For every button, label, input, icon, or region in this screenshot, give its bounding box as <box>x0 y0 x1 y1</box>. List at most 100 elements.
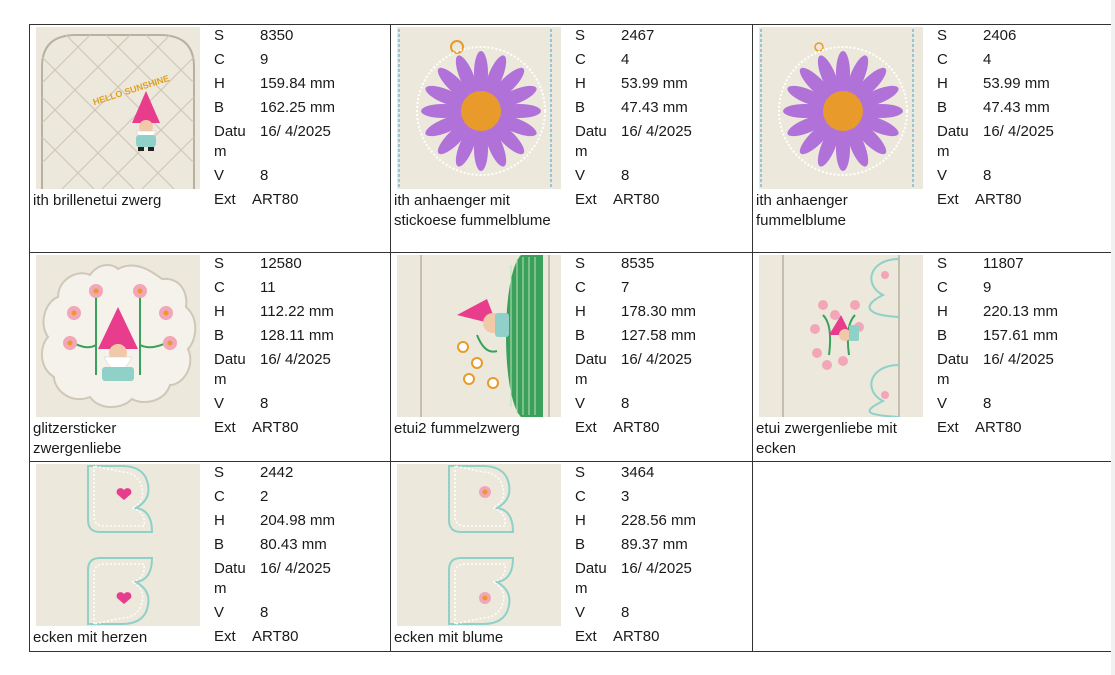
stitches-label: S <box>214 464 225 481</box>
version-value: 8 <box>621 395 630 412</box>
version-value: 8 <box>260 167 269 184</box>
stitches-value: 3464 <box>621 464 655 481</box>
width-label: B <box>214 327 225 344</box>
design-info: S 8535 C 7 H 178.30 mm B 127.58 mm Datu m 16/… <box>575 254 745 442</box>
design-cell: ith anhaenger fummelblume S 2406 C 4 H 53.9… <box>753 25 1114 253</box>
daisy-pendant-image <box>397 27 561 189</box>
date-value: 16/ 4/2025 <box>260 351 331 368</box>
height-label: H <box>214 75 225 92</box>
version-label: V <box>214 167 225 184</box>
height-value: 204.98 mm <box>260 512 336 529</box>
height-value: 53.99 mm <box>983 75 1050 92</box>
width-label: B <box>575 99 586 116</box>
stitches-label: S <box>575 27 586 44</box>
design-info: S 3464 C 3 H 228.56 mm B 89.37 mm Datu m 16/ … <box>575 463 745 651</box>
stitches-label: S <box>214 255 225 272</box>
extension-value: ART80 <box>252 419 299 436</box>
height-value: 220.13 mm <box>983 303 1059 320</box>
date-label: Datu m <box>937 351 969 388</box>
design-thumbnail <box>36 255 200 417</box>
date-label: Datu m <box>575 351 607 388</box>
width-value: 47.43 mm <box>983 99 1050 116</box>
height-value: 228.56 mm <box>621 512 697 529</box>
height-value: 112.22 mm <box>260 303 334 320</box>
width-label: B <box>214 99 225 116</box>
design-thumbnail <box>36 464 200 626</box>
date-value: 16/ 4/2025 <box>260 560 331 577</box>
design-name: glitzersticker zwergenliebe <box>33 420 122 457</box>
width-label: B <box>937 327 948 344</box>
width-label: B <box>937 99 948 116</box>
colors-value: 11 <box>260 279 276 296</box>
colors-value: 9 <box>260 51 269 68</box>
date-value: 16/ 4/2025 <box>621 560 692 577</box>
colors-value: 4 <box>983 51 992 68</box>
extension-label: Ext <box>214 191 236 208</box>
version-value: 8 <box>983 167 992 184</box>
design-name: ecken mit herzen <box>33 629 148 646</box>
width-value: 89.37 mm <box>621 536 688 553</box>
date-value: 16/ 4/2025 <box>621 351 692 368</box>
design-cell: ecken mit herzen S 2442 C 2 H 204.98 mm B 80… <box>30 462 391 652</box>
stitches-label: S <box>937 255 948 272</box>
design-thumbnail <box>397 27 561 189</box>
extension-label: Ext <box>937 419 959 436</box>
colors-value: 2 <box>260 488 269 505</box>
version-value: 8 <box>621 604 630 621</box>
height-value: 53.99 mm <box>621 75 688 92</box>
stitches-label: S <box>214 27 225 44</box>
date-value: 16/ 4/2025 <box>983 351 1054 368</box>
design-thumbnail <box>759 255 923 417</box>
colors-label: C <box>937 279 948 296</box>
extension-label: Ext <box>937 191 959 208</box>
brillenetui-gnome-image: HELLO SUNSHINE <box>36 27 200 189</box>
colors-value: 7 <box>621 279 630 296</box>
colors-label: C <box>214 279 225 296</box>
design-info: S 2406 C 4 H 53.99 mm B 47.43 mm Datu m 16/ 4… <box>937 26 1107 214</box>
version-label: V <box>214 604 225 621</box>
width-value: 80.43 mm <box>260 536 327 553</box>
stitches-label: S <box>575 255 586 272</box>
date-value: 16/ 4/2025 <box>983 123 1054 140</box>
extension-value: ART80 <box>613 628 660 645</box>
etui-gnome-image <box>397 255 561 417</box>
stitches-label: S <box>575 464 586 481</box>
design-name: ith brillenetui zwerg <box>33 192 162 209</box>
stitches-label: S <box>937 27 948 44</box>
stitches-value: 8350 <box>260 27 294 44</box>
design-info: S 11807 C 9 H 220.13 mm B 157.61 mm Datu m 16… <box>937 254 1107 442</box>
version-label: V <box>575 395 586 412</box>
height-label: H <box>937 75 948 92</box>
height-label: H <box>214 512 225 529</box>
stitches-value: 11807 <box>983 255 1024 272</box>
extension-value: ART80 <box>613 191 660 208</box>
design-thumbnail <box>759 27 923 189</box>
date-label: Datu m <box>214 123 246 160</box>
corners-flowers-image <box>397 464 561 626</box>
stitches-value: 2442 <box>260 464 294 481</box>
glitter-sticker-gnome-image <box>36 255 200 417</box>
design-cell: etui zwergenliebe mit ecken S 11807 C 9 H 2… <box>753 253 1114 462</box>
height-label: H <box>214 303 225 320</box>
extension-label: Ext <box>575 419 597 436</box>
version-value: 8 <box>260 604 269 621</box>
extension-value: ART80 <box>252 628 299 645</box>
date-label: Datu m <box>214 351 246 388</box>
width-label: B <box>575 327 586 344</box>
version-label: V <box>937 395 948 412</box>
design-cell: ith anhaenger mit stickoese fummelblume … <box>391 25 753 253</box>
height-value: 159.84 mm <box>260 75 336 92</box>
colors-value: 4 <box>621 51 630 68</box>
colors-label: C <box>937 51 948 68</box>
scrollbar-track[interactable] <box>1111 0 1115 675</box>
version-label: V <box>937 167 948 184</box>
width-value: 157.61 mm <box>983 327 1059 344</box>
colors-label: C <box>575 51 586 68</box>
daisy-petals <box>421 51 541 171</box>
colors-label: C <box>214 51 225 68</box>
extension-value: ART80 <box>975 419 1022 436</box>
version-label: V <box>575 167 586 184</box>
daisy-petals <box>783 51 903 171</box>
date-label: Datu m <box>575 560 607 597</box>
corners-hearts-image <box>36 464 200 626</box>
